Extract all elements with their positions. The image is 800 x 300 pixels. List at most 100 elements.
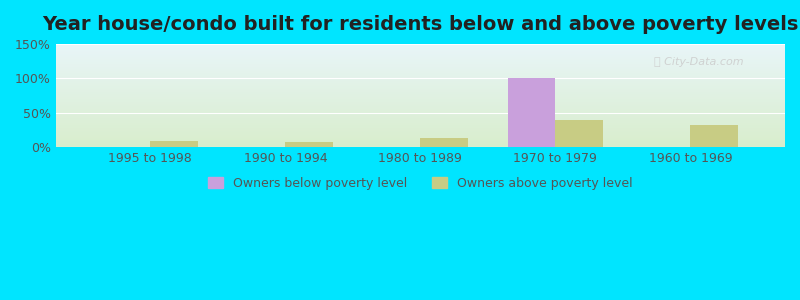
- Bar: [56, 140, 785, 141]
- Bar: [56, 57, 785, 58]
- Bar: [56, 99, 785, 100]
- Bar: [56, 80, 785, 81]
- Bar: [56, 102, 785, 103]
- Bar: [56, 84, 785, 85]
- Bar: [56, 62, 785, 63]
- Bar: [56, 111, 785, 112]
- Bar: [56, 54, 785, 55]
- Bar: [508, 78, 555, 147]
- Bar: [56, 92, 785, 93]
- Bar: [56, 118, 785, 119]
- Bar: [56, 132, 785, 133]
- Bar: [56, 52, 785, 53]
- Bar: [56, 77, 785, 78]
- Bar: [56, 89, 785, 90]
- Bar: [56, 106, 785, 107]
- Bar: [56, 51, 785, 52]
- Bar: [56, 126, 785, 127]
- Bar: [56, 136, 785, 137]
- Bar: [56, 93, 785, 94]
- Bar: [286, 142, 333, 147]
- Bar: [56, 120, 785, 121]
- Bar: [56, 122, 785, 123]
- Bar: [56, 65, 785, 66]
- Bar: [56, 135, 785, 136]
- Bar: [56, 146, 785, 147]
- Bar: [56, 50, 785, 51]
- Bar: [56, 61, 785, 62]
- Bar: [56, 108, 785, 109]
- Bar: [56, 94, 785, 95]
- Bar: [56, 96, 785, 97]
- Bar: [56, 59, 785, 60]
- Bar: [56, 95, 785, 96]
- Bar: [56, 137, 785, 138]
- Bar: [420, 138, 468, 147]
- Bar: [56, 67, 785, 68]
- Bar: [56, 114, 785, 115]
- Bar: [56, 61, 785, 62]
- Bar: [56, 103, 785, 104]
- Bar: [56, 129, 785, 130]
- Bar: [56, 87, 785, 88]
- Bar: [555, 120, 602, 147]
- Bar: [56, 74, 785, 75]
- Bar: [690, 125, 738, 147]
- Bar: [56, 53, 785, 54]
- Bar: [56, 44, 785, 45]
- Bar: [56, 64, 785, 65]
- Bar: [56, 139, 785, 140]
- Bar: [56, 115, 785, 116]
- Bar: [56, 86, 785, 87]
- Bar: [56, 71, 785, 72]
- Bar: [56, 85, 785, 86]
- Bar: [56, 116, 785, 117]
- Bar: [150, 141, 198, 147]
- Bar: [56, 125, 785, 126]
- Bar: [56, 73, 785, 74]
- Bar: [56, 97, 785, 98]
- Bar: [56, 81, 785, 82]
- Bar: [56, 75, 785, 76]
- Bar: [56, 121, 785, 122]
- Bar: [56, 98, 785, 99]
- Bar: [56, 144, 785, 145]
- Bar: [56, 69, 785, 70]
- Bar: [56, 66, 785, 67]
- Bar: [56, 112, 785, 113]
- Bar: [56, 60, 785, 61]
- Bar: [56, 78, 785, 79]
- Bar: [56, 55, 785, 56]
- Bar: [56, 143, 785, 144]
- Bar: [56, 79, 785, 80]
- Bar: [56, 110, 785, 111]
- Bar: [56, 119, 785, 120]
- Bar: [56, 56, 785, 57]
- Bar: [56, 145, 785, 146]
- Text: ⓘ City-Data.com: ⓘ City-Data.com: [654, 58, 743, 68]
- Bar: [56, 138, 785, 139]
- Bar: [56, 63, 785, 64]
- Bar: [56, 133, 785, 134]
- Bar: [56, 72, 785, 73]
- Legend: Owners below poverty level, Owners above poverty level: Owners below poverty level, Owners above…: [203, 172, 638, 195]
- Bar: [56, 48, 785, 49]
- Bar: [56, 128, 785, 129]
- Bar: [56, 49, 785, 50]
- Title: Year house/condo built for residents below and above poverty levels: Year house/condo built for residents bel…: [42, 15, 798, 34]
- Bar: [56, 68, 785, 69]
- Bar: [56, 88, 785, 89]
- Bar: [56, 130, 785, 131]
- Bar: [56, 134, 785, 135]
- Bar: [56, 70, 785, 71]
- Bar: [56, 90, 785, 91]
- Bar: [56, 104, 785, 105]
- Bar: [56, 117, 785, 118]
- Bar: [56, 76, 785, 77]
- Bar: [56, 105, 785, 106]
- Bar: [56, 46, 785, 47]
- Bar: [56, 82, 785, 83]
- Bar: [56, 58, 785, 59]
- Bar: [56, 101, 785, 102]
- Bar: [56, 124, 785, 125]
